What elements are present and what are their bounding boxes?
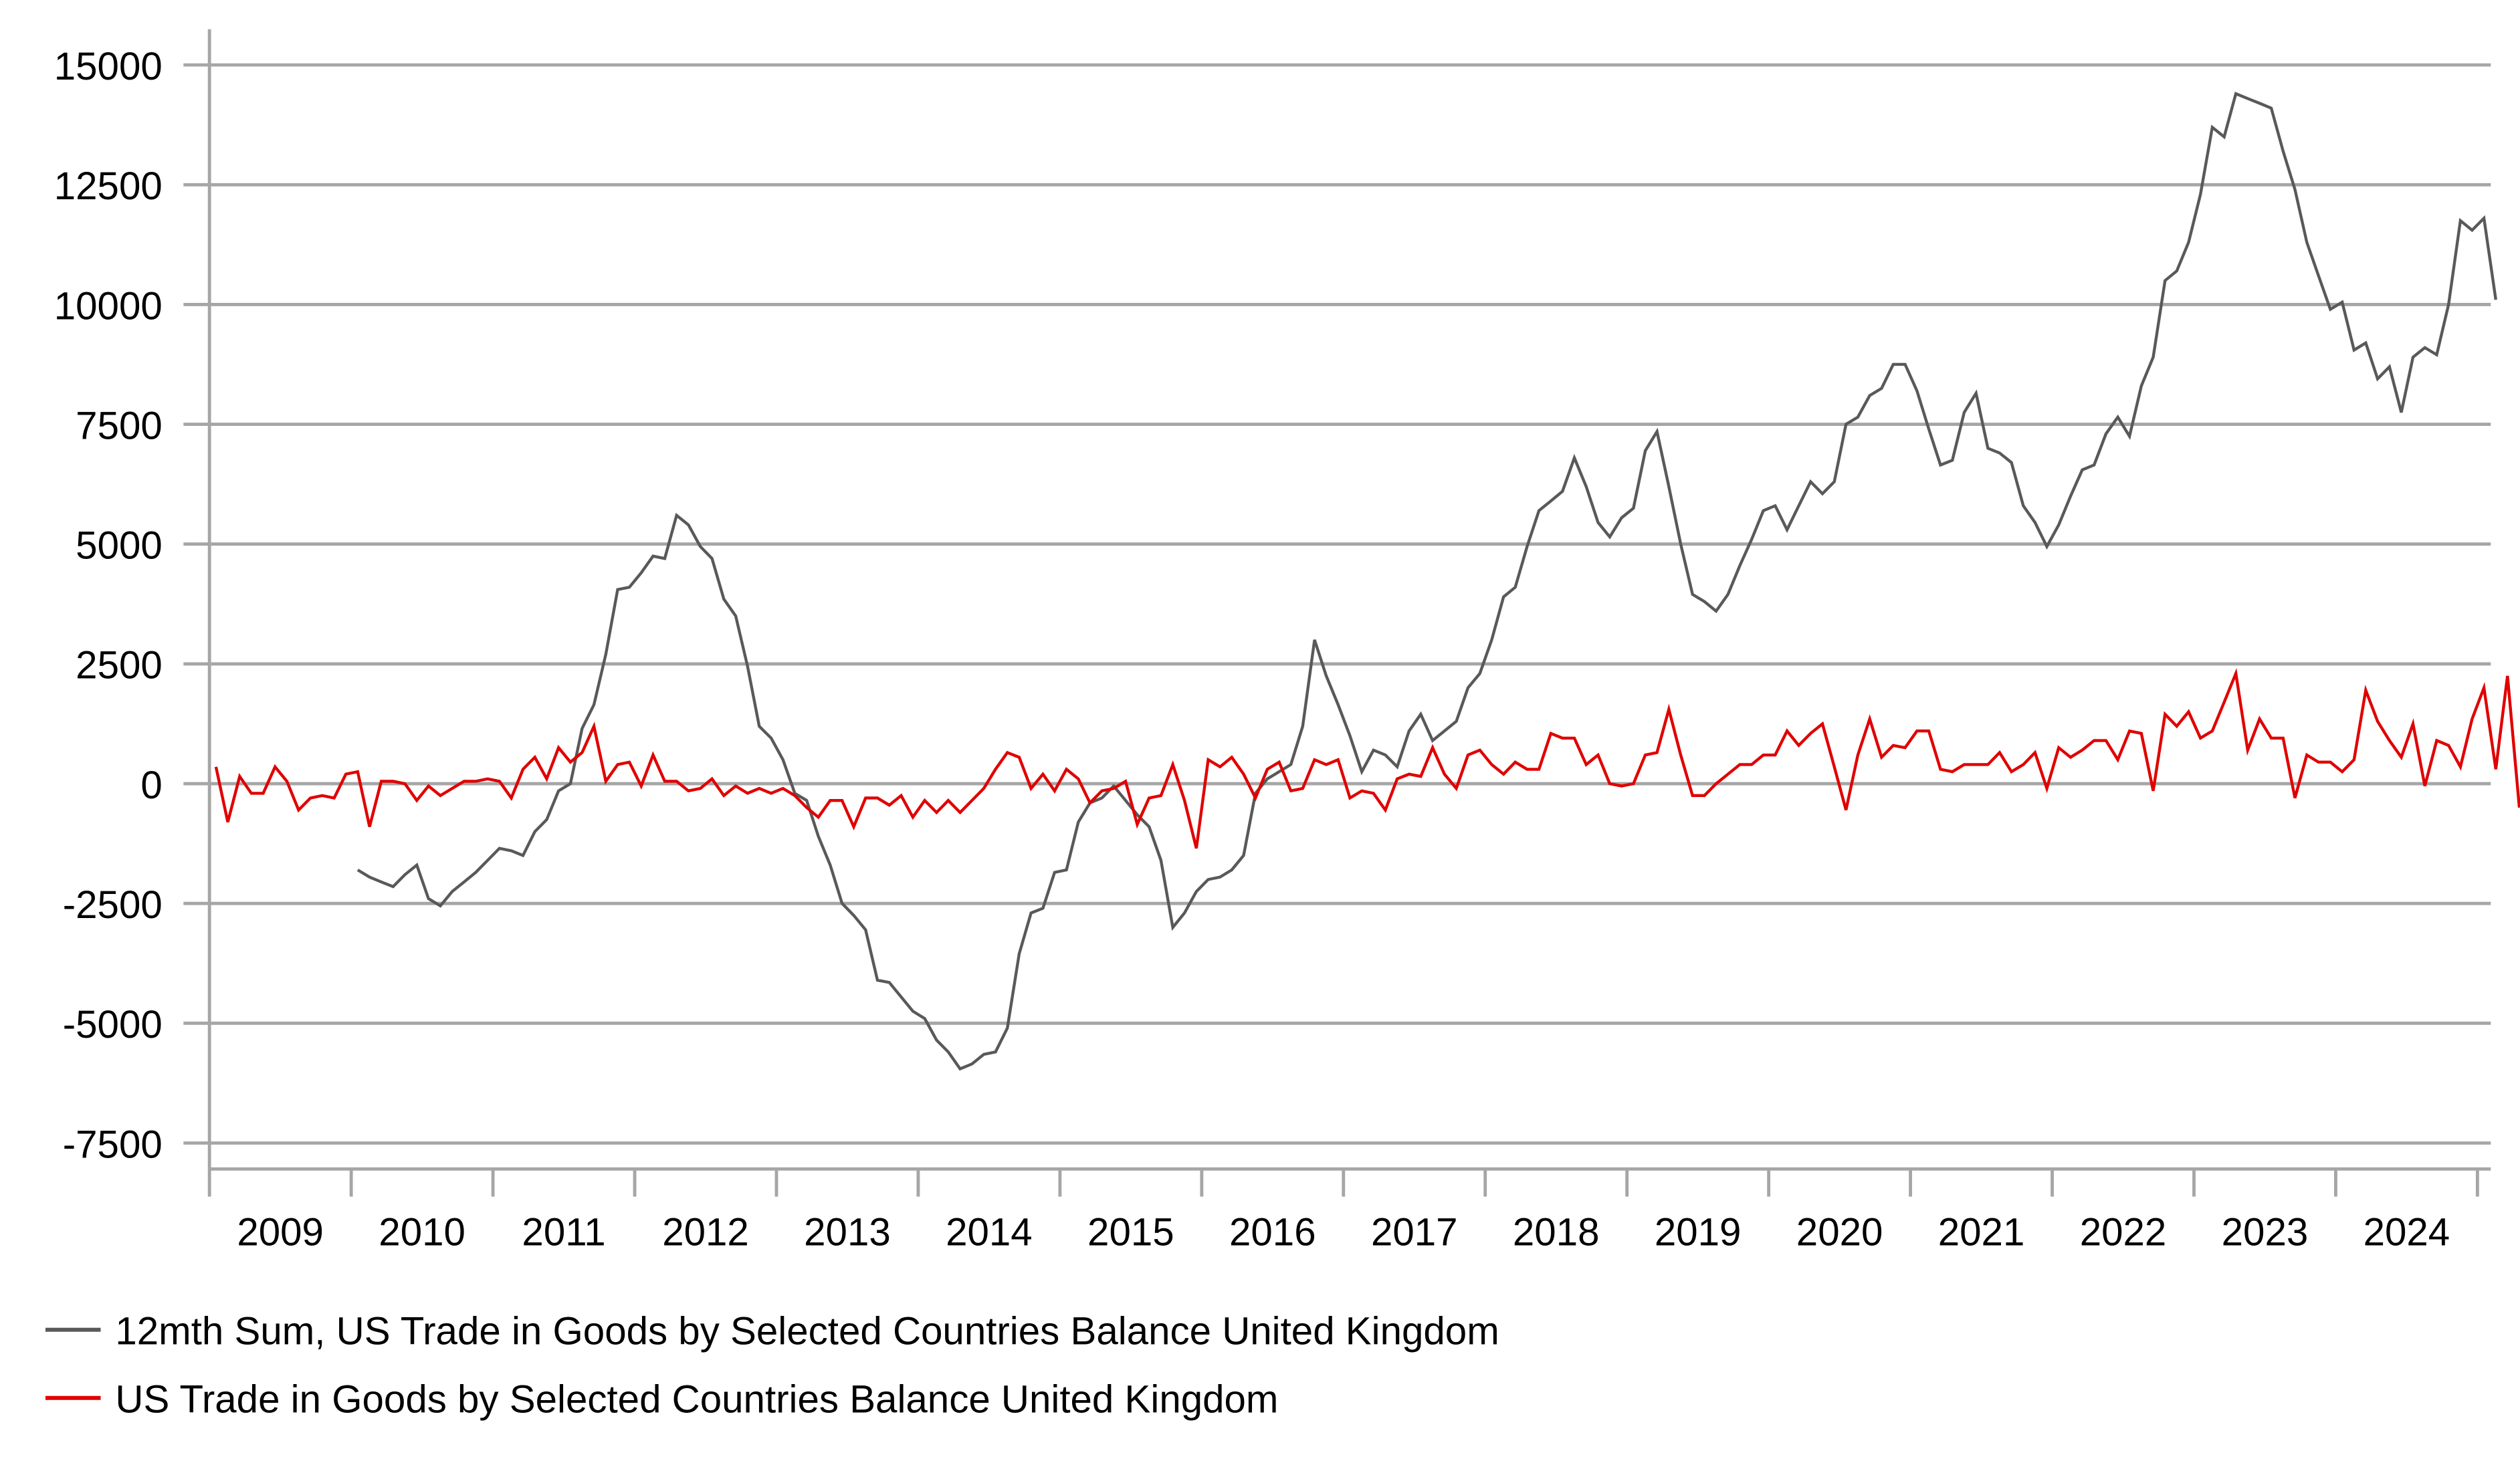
y-tick-label: 5000 bbox=[76, 524, 163, 568]
legend-item-monthly-balance[interactable]: US Trade in Goods by Selected Countries … bbox=[45, 1378, 1278, 1422]
x-tick-label: 2018 bbox=[1513, 1210, 1600, 1254]
y-tick-label: 12500 bbox=[54, 164, 163, 208]
x-tick-label: 2022 bbox=[2080, 1210, 2167, 1254]
y-tick-label: 0 bbox=[140, 764, 162, 807]
x-tick-label: 2010 bbox=[379, 1210, 465, 1254]
y-tick-label: 15000 bbox=[54, 45, 163, 88]
y-tick-labels: 15000 12500 10000 7500 5000 2500 0 -2500 -5000 -7… bbox=[54, 45, 163, 1166]
y-tick-label: 7500 bbox=[76, 404, 163, 447]
axes bbox=[207, 29, 2491, 1171]
x-tick-label: 2021 bbox=[1938, 1210, 2025, 1254]
gridlines bbox=[183, 63, 2491, 1145]
y-tick-label: -2500 bbox=[63, 883, 163, 927]
x-tick-label: 2011 bbox=[522, 1210, 605, 1254]
x-tick-label: 2020 bbox=[1796, 1210, 1883, 1254]
series-line-monthly-balance bbox=[214, 668, 2520, 849]
x-tick-label: 2013 bbox=[804, 1210, 891, 1254]
legend-label-12mth-sum: 12mth Sum, US Trade in Goods by Selected… bbox=[115, 1310, 1499, 1353]
series-line-12mth-sum bbox=[356, 92, 2497, 1071]
x-tick-label: 2015 bbox=[1087, 1210, 1174, 1254]
legend-item-12mth-sum[interactable]: 12mth Sum, US Trade in Goods by Selected… bbox=[45, 1310, 1499, 1353]
x-tick-label: 2024 bbox=[2364, 1210, 2450, 1254]
x-tick-label: 2017 bbox=[1371, 1210, 1458, 1254]
x-tick-label: 2014 bbox=[946, 1210, 1033, 1254]
x-tick-label: 2012 bbox=[662, 1210, 749, 1254]
x-tick-labels: 2009 2010 2011 2012 2013 2014 2015 2016 2017 2018… bbox=[207, 1169, 2479, 1254]
x-tick-label: 2023 bbox=[2222, 1210, 2309, 1254]
legend-label-monthly-balance: US Trade in Goods by Selected Countries … bbox=[115, 1378, 1278, 1422]
x-tick-label: 2019 bbox=[1655, 1210, 1742, 1254]
y-tick-label: 10000 bbox=[54, 284, 163, 328]
legend: 12mth Sum, US Trade in Goods by Selected… bbox=[45, 1310, 1499, 1422]
y-tick-label: -7500 bbox=[63, 1123, 163, 1166]
x-tick-label: 2016 bbox=[1229, 1210, 1316, 1254]
x-tick-label: 2009 bbox=[237, 1210, 324, 1254]
series-lines bbox=[214, 92, 2520, 1071]
y-tick-label: 2500 bbox=[76, 644, 163, 687]
y-tick-label: -5000 bbox=[63, 1003, 163, 1046]
